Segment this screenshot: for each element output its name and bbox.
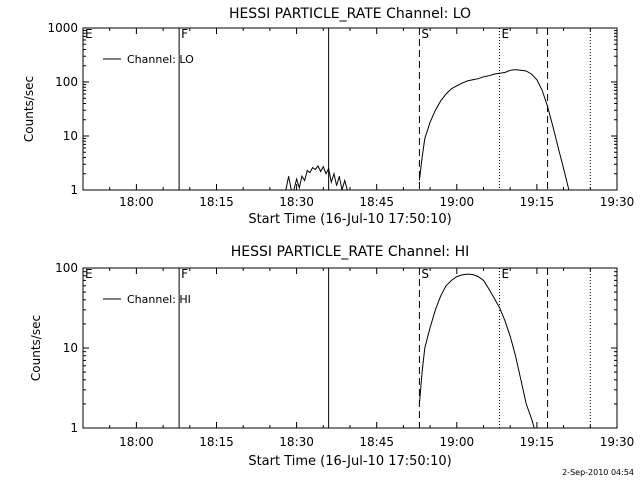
x-tick-label: 18:15 — [199, 435, 234, 449]
legend-label: Channel: LO — [127, 53, 194, 66]
event-marker-label: E — [85, 267, 93, 281]
chart-title: HESSI PARTICLE_RATE Channel: HI — [231, 244, 469, 260]
x-axis-label: Start Time (16-Jul-10 17:50:10) — [248, 212, 451, 227]
x-tick-label: 18:00 — [119, 195, 154, 209]
y-tick-label: 100 — [55, 261, 78, 275]
y-axis-label: Counts/sec — [22, 76, 36, 142]
x-tick-label: 19:30 — [600, 435, 635, 449]
y-tick-label: 1000 — [47, 21, 78, 35]
x-tick-label: 18:45 — [359, 435, 394, 449]
y-axis-label: Counts/sec — [29, 315, 43, 381]
y-tick-label: 10 — [63, 341, 78, 355]
legend-label: Channel: HI — [127, 293, 191, 306]
y-tick-label: 100 — [55, 75, 78, 89]
event-marker-label: F — [181, 267, 188, 281]
data-line-segment-1 — [285, 164, 348, 191]
x-tick-label: 18:15 — [199, 195, 234, 209]
event-marker-label: E — [502, 27, 510, 41]
x-tick-label: 18:00 — [119, 435, 154, 449]
chart-panel-2: HESSI PARTICLE_RATE Channel: HI 18:00 18:1… — [29, 244, 634, 469]
x-tick-label: 18:30 — [279, 195, 314, 209]
x-tick-label: 19:15 — [520, 435, 555, 449]
x-tick-label: 18:30 — [279, 435, 314, 449]
y-tick-label: 1 — [70, 183, 78, 197]
data-line-segment-1 — [418, 273, 535, 429]
event-marker-label: E — [502, 267, 510, 281]
y-tick-label: 1 — [70, 421, 78, 435]
x-tick-label: 19:00 — [440, 435, 475, 449]
x-axis-label: Start Time (16-Jul-10 17:50:10) — [248, 454, 451, 469]
chart-title: HESSI PARTICLE_RATE Channel: LO — [229, 6, 471, 22]
event-marker-label: S — [421, 27, 429, 41]
event-marker-label: E — [85, 27, 93, 41]
event-marker-label: F — [181, 27, 188, 41]
event-marker-label: S — [421, 267, 429, 281]
x-tick-label: 19:00 — [440, 195, 475, 209]
plot-frame — [82, 267, 618, 429]
chart-panel-1: HESSI PARTICLE_RATE Channel: LO 18:00 18:1… — [22, 6, 634, 227]
x-tick-label: 19:15 — [520, 195, 555, 209]
data-line-segment-2 — [418, 69, 570, 191]
x-tick-label: 19:30 — [600, 195, 635, 209]
plot-date-stamp: 2-Sep-2010 04:54 — [562, 468, 634, 477]
x-tick-label: 18:45 — [359, 195, 394, 209]
y-tick-label: 10 — [63, 129, 78, 143]
